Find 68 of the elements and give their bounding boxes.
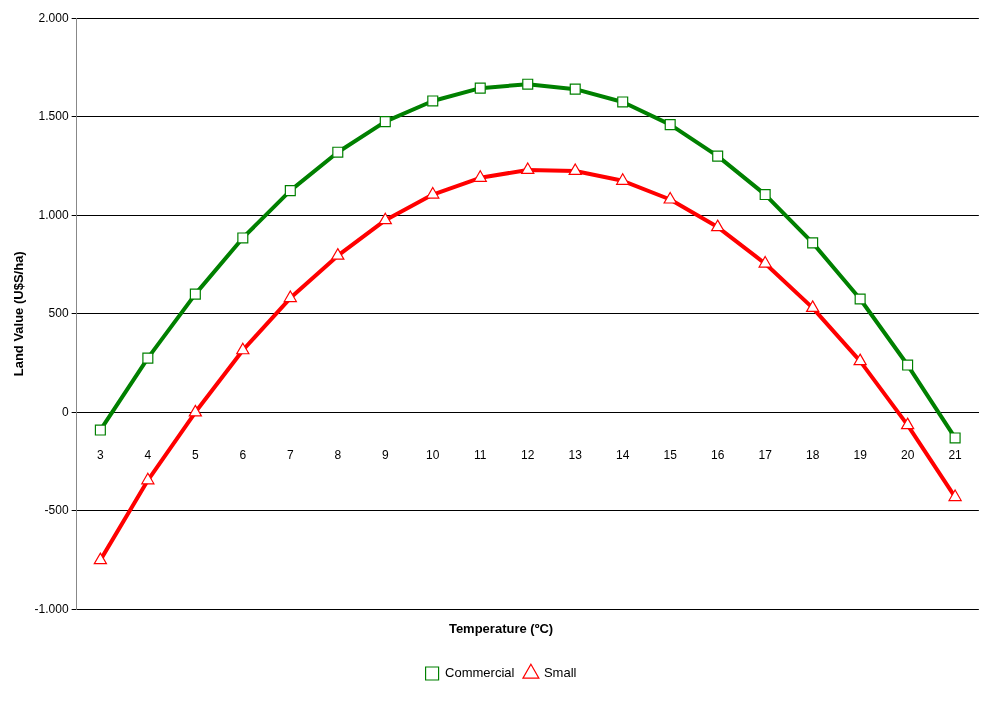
point <box>758 255 772 268</box>
x-tick-label: 6 <box>239 447 247 462</box>
point <box>712 150 724 162</box>
point <box>331 248 345 260</box>
x-tick-label: 10 <box>426 447 440 462</box>
point <box>379 116 391 128</box>
y-tick-label: 1.500 <box>38 109 69 124</box>
point <box>378 212 392 225</box>
point <box>283 290 297 303</box>
point <box>522 78 534 90</box>
point <box>284 185 296 197</box>
legend-label: Small <box>543 665 577 681</box>
y-tick-label: -500 <box>44 503 69 518</box>
x-tick-label: 13 <box>568 447 583 462</box>
legend-label: Commercial <box>445 665 515 681</box>
point <box>616 173 630 185</box>
point <box>568 163 582 176</box>
point <box>141 472 155 485</box>
point <box>474 82 486 94</box>
x-tick-label: 15 <box>663 447 678 462</box>
point <box>427 95 439 107</box>
x-tick-label: 14 <box>616 447 630 462</box>
point <box>902 359 914 371</box>
x-tick-label: 9 <box>381 447 389 462</box>
x-tick-label: 8 <box>334 447 342 462</box>
point <box>617 96 629 108</box>
point <box>188 404 202 417</box>
point <box>189 288 201 300</box>
point <box>807 237 819 249</box>
x-tick-label: 7 <box>286 447 294 462</box>
x-tick-label: 11 <box>474 447 487 462</box>
point <box>854 293 866 305</box>
point <box>521 162 535 175</box>
x-tick-label: 20 <box>900 447 915 462</box>
point <box>805 300 820 312</box>
x-tick-label: 18 <box>805 447 820 462</box>
point <box>426 186 440 199</box>
point <box>332 146 344 158</box>
point <box>237 232 249 244</box>
point <box>711 219 725 232</box>
x-axis-title: Temperature (ºC) <box>448 621 554 637</box>
x-tick-label: 16 <box>711 447 725 462</box>
point <box>664 119 676 131</box>
y-axis-title: Land Value (U$S/ha) <box>11 251 27 377</box>
y-tick-label: 2.000 <box>38 10 69 25</box>
point <box>948 489 962 502</box>
x-tick-label: 12 <box>521 447 535 462</box>
point <box>142 352 154 364</box>
point <box>94 424 106 436</box>
point <box>663 191 677 204</box>
x-tick-label: 19 <box>853 447 868 462</box>
x-tick-label: 21 <box>948 447 963 462</box>
point <box>949 432 961 444</box>
y-tick-label: -1.000 <box>34 601 69 616</box>
x-tick-label: 17 <box>758 447 773 462</box>
y-tick-label: 1.000 <box>38 207 69 222</box>
point <box>759 189 771 201</box>
x-tick-label: 5 <box>192 447 199 462</box>
point <box>569 83 581 95</box>
y-tick-label: 0 <box>61 404 69 419</box>
point <box>900 417 915 430</box>
point <box>853 353 867 366</box>
point <box>236 342 250 355</box>
x-tick-label: 3 <box>97 447 105 462</box>
point <box>93 552 108 565</box>
y-tick-label: 500 <box>48 306 69 321</box>
point <box>473 170 487 182</box>
x-tick-label: 4 <box>144 447 152 462</box>
